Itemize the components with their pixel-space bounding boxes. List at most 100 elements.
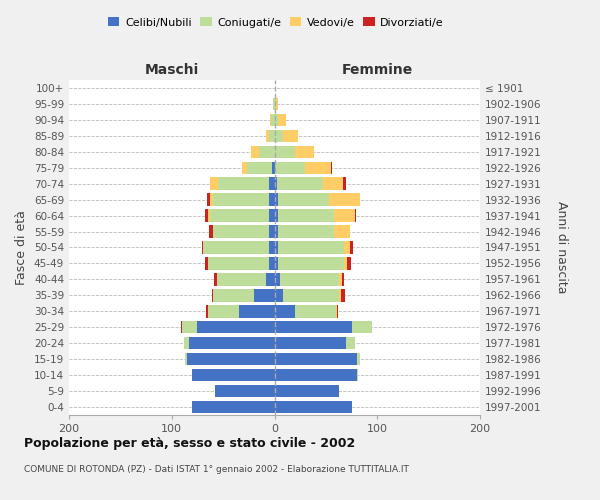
Bar — [278, 226, 334, 238]
Bar — [278, 257, 344, 270]
Bar — [305, 162, 331, 174]
Bar — [275, 146, 295, 158]
Bar — [269, 242, 275, 254]
Bar — [217, 273, 266, 285]
Bar — [187, 353, 275, 366]
Bar — [212, 289, 213, 302]
Bar — [259, 146, 275, 158]
Bar — [275, 289, 283, 302]
Bar — [205, 210, 208, 222]
Bar — [269, 210, 275, 222]
Bar — [275, 321, 352, 334]
Bar — [242, 162, 247, 174]
Bar — [275, 337, 346, 349]
Bar — [275, 178, 277, 190]
Bar — [347, 257, 350, 270]
Legend: Celibi/Nubili, Coniugati/e, Vedovi/e, Divorziati/e: Celibi/Nubili, Coniugati/e, Vedovi/e, Di… — [104, 13, 448, 32]
Bar — [251, 146, 259, 158]
Bar — [278, 242, 344, 254]
Bar — [275, 194, 278, 206]
Bar — [346, 337, 355, 349]
Bar — [266, 273, 275, 285]
Bar — [323, 178, 343, 190]
Bar — [278, 114, 286, 126]
Bar — [213, 226, 269, 238]
Bar — [334, 226, 350, 238]
Bar — [278, 210, 334, 222]
Bar — [206, 305, 208, 318]
Bar — [275, 401, 352, 413]
Bar — [277, 178, 323, 190]
Y-axis label: Fasce di età: Fasce di età — [16, 210, 28, 285]
Bar — [275, 98, 278, 110]
Bar — [213, 194, 269, 206]
Bar — [254, 289, 275, 302]
Bar — [269, 257, 275, 270]
Bar — [339, 273, 343, 285]
Text: Femmine: Femmine — [341, 63, 413, 77]
Bar — [275, 257, 278, 270]
Bar — [185, 353, 187, 366]
Text: Maschi: Maschi — [145, 63, 199, 77]
Bar — [269, 130, 275, 142]
Bar — [336, 305, 337, 318]
Bar — [331, 162, 332, 174]
Text: Popolazione per età, sesso e stato civile - 2002: Popolazione per età, sesso e stato civil… — [24, 438, 355, 450]
Bar — [355, 210, 356, 222]
Bar — [334, 210, 355, 222]
Bar — [266, 130, 269, 142]
Bar — [184, 337, 189, 349]
Bar — [208, 210, 210, 222]
Bar — [215, 385, 275, 398]
Bar — [208, 257, 269, 270]
Bar — [356, 353, 360, 366]
Bar — [283, 289, 339, 302]
Bar — [275, 162, 305, 174]
Bar — [295, 305, 336, 318]
Bar — [329, 194, 360, 206]
Bar — [213, 289, 254, 302]
Bar — [210, 210, 269, 222]
Bar — [208, 305, 239, 318]
Bar — [271, 114, 275, 126]
Bar — [280, 273, 339, 285]
Bar — [295, 146, 314, 158]
Bar — [275, 130, 283, 142]
Bar — [356, 369, 358, 382]
Bar — [202, 242, 203, 254]
Bar — [205, 257, 208, 270]
Bar — [274, 98, 275, 110]
Y-axis label: Anni di nascita: Anni di nascita — [554, 201, 568, 294]
Bar — [350, 242, 353, 254]
Bar — [210, 194, 213, 206]
Bar — [278, 194, 329, 206]
Bar — [269, 194, 275, 206]
Bar — [269, 226, 275, 238]
Bar — [203, 242, 269, 254]
Bar — [193, 401, 275, 413]
Bar — [275, 385, 339, 398]
Bar — [197, 321, 275, 334]
Bar — [343, 178, 346, 190]
Text: COMUNE DI ROTONDA (PZ) - Dati ISTAT 1° gennaio 2002 - Elaborazione TUTTITALIA.IT: COMUNE DI ROTONDA (PZ) - Dati ISTAT 1° g… — [24, 466, 409, 474]
Bar — [206, 194, 210, 206]
Bar — [275, 226, 278, 238]
Bar — [181, 321, 182, 334]
Bar — [214, 273, 217, 285]
Bar — [275, 273, 280, 285]
Bar — [275, 353, 356, 366]
Bar — [210, 178, 218, 190]
Bar — [344, 242, 350, 254]
Bar — [275, 369, 356, 382]
Bar — [275, 242, 278, 254]
Bar — [343, 273, 344, 285]
Bar — [209, 226, 213, 238]
Bar — [344, 257, 347, 270]
Bar — [337, 305, 338, 318]
Bar — [352, 321, 372, 334]
Bar — [341, 289, 346, 302]
Bar — [218, 178, 269, 190]
Bar — [275, 114, 278, 126]
Bar — [247, 162, 272, 174]
Bar — [339, 289, 341, 302]
